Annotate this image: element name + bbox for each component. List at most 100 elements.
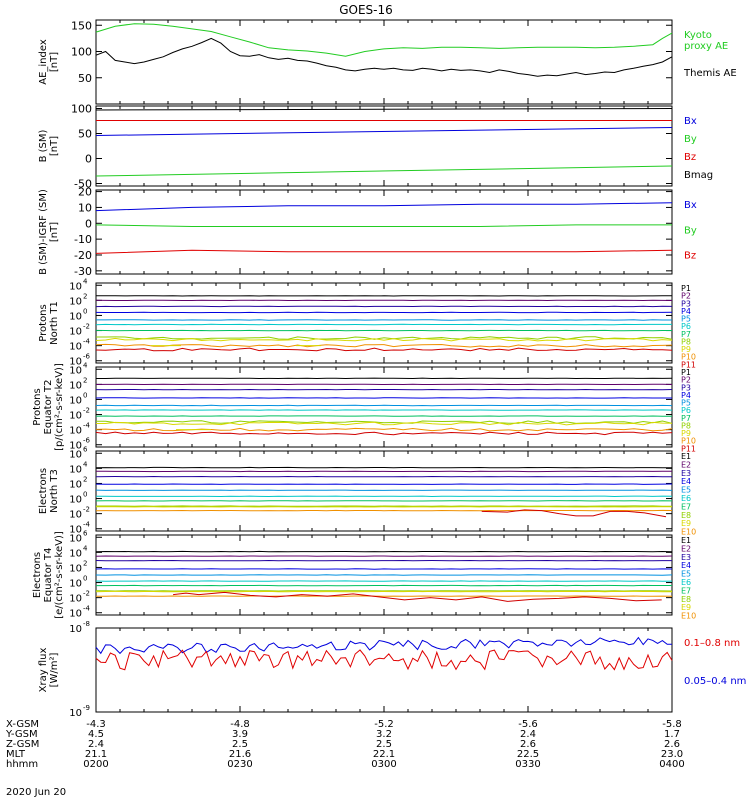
y-tick-label: 10 <box>69 441 82 452</box>
y-tick-exponent: 2 <box>83 559 87 567</box>
ephemeris-table: X-GSMY-GSMZ-GSMMLThhmm-4.34.52.421.10200… <box>5 719 685 770</box>
legend-p10: P10 <box>681 353 696 362</box>
y-tick-label: 10 <box>69 708 82 719</box>
y-axis-label-line: [nT] <box>49 136 60 156</box>
ephemeris-value: 2.4 <box>88 739 104 750</box>
y-tick-label: 10 <box>69 579 82 590</box>
legend-p6: P6 <box>681 406 691 415</box>
panel-3: -30 -20 -10 0 10 20 B (SM)-IGRF (SM)[nT] Bx By Bz <box>38 186 697 278</box>
y-tick-label: 10 <box>69 395 82 406</box>
y-tick-exponent: -4 <box>83 605 91 613</box>
ephemeris-value: 22.5 <box>517 749 539 760</box>
y-tick-exponent: -2 <box>83 407 90 415</box>
y-tick-exponent: -4 <box>83 422 91 430</box>
y-tick-label: 10 <box>69 426 82 437</box>
y-tick-label: 10 <box>69 380 82 391</box>
legend-item: Bmag <box>684 170 713 181</box>
ephemeris-value: -4.8 <box>230 719 250 730</box>
channel-line-e10 <box>173 591 662 602</box>
y-tick-exponent: 4 <box>83 544 88 552</box>
legend-p3: P3 <box>681 383 691 392</box>
y-tick-label: 100 <box>71 46 92 59</box>
y-tick-label: -10 <box>74 233 92 246</box>
panel-frame <box>95 366 673 448</box>
y-axis-label-line: Equator T4 <box>43 548 54 603</box>
legend-e5: E5 <box>681 570 691 579</box>
date-label: 2020 Jun 20 <box>6 787 66 798</box>
channel-line <box>96 421 673 426</box>
y-axis-label-line: B (SM)-IGRF (SM) <box>38 189 49 275</box>
y-tick-label: 10 <box>69 594 82 605</box>
legend-e7: E7 <box>681 586 691 595</box>
legend-p5: P5 <box>681 399 691 408</box>
ephemeris-value: 21.1 <box>85 749 107 760</box>
ephemeris-value: 0330 <box>515 759 540 770</box>
ephemeris-row-label: X-GSM <box>6 719 39 730</box>
y-tick-label: 150 <box>71 19 92 32</box>
y-axis-label-line: [nT] <box>49 52 60 72</box>
legend-e1: E1 <box>681 536 691 545</box>
legend-p5: P5 <box>681 315 691 324</box>
y-axis-label-line: [W/m²] <box>49 652 60 687</box>
panel-2: -50 0 50 100 B (SM)[nT] Bx By Bz Bmag <box>38 103 713 191</box>
y-tick-exponent: -2 <box>83 323 90 331</box>
y-tick-label: 10 <box>69 495 82 506</box>
y-axis-label: B (SM)-IGRF (SM)[nT] <box>38 189 60 275</box>
ephemeris-value: -5.2 <box>374 719 394 730</box>
ephemeris-value: 3.2 <box>376 729 392 740</box>
y-tick-label: 10 <box>69 609 82 620</box>
y-axis-label-line: Electrons <box>32 552 43 598</box>
legend-e9: E9 <box>681 519 691 528</box>
ephemeris-value: 2.4 <box>520 729 536 740</box>
legend-p11: P11 <box>681 444 696 453</box>
y-axis-label-line: Protons <box>32 388 43 425</box>
y-tick-exponent: 0 <box>83 307 87 315</box>
legend-item: Bx <box>684 116 697 127</box>
y-tick-label: 10 <box>69 365 82 376</box>
y-tick-label: 10 <box>69 533 82 544</box>
ephemeris-row-label: Z-GSM <box>6 739 39 750</box>
channel-line-e10 <box>481 509 667 518</box>
series-line <box>95 127 673 136</box>
legend-p2: P2 <box>681 376 691 385</box>
ephemeris-value: 0230 <box>227 759 252 770</box>
legend-p11: P11 <box>681 360 696 369</box>
y-tick-exponent: -4 <box>83 521 91 529</box>
legend-e5: E5 <box>681 486 691 495</box>
legend-item: Bx <box>684 200 697 211</box>
y-axis-label-line: North T1 <box>49 301 60 345</box>
legend-e3: E3 <box>681 469 691 478</box>
ephemeris-value: 22.1 <box>373 749 395 760</box>
y-tick-label: -50 <box>74 178 92 191</box>
legend-e8: E8 <box>681 595 691 604</box>
y-tick-label: 10 <box>69 464 82 475</box>
legend-e7: E7 <box>681 502 691 511</box>
y-tick-label: 10 <box>78 201 92 214</box>
ephemeris-value: -5.6 <box>518 719 538 730</box>
y-axis-label-line: B (SM) <box>38 129 49 162</box>
legend-p7: P7 <box>681 330 691 339</box>
y-tick-label: 10 <box>69 357 82 368</box>
legend-item: 0.05–0.4 nm <box>684 676 746 687</box>
y-tick-exponent: -6 <box>83 437 91 445</box>
ephemeris-value: -4.3 <box>86 719 106 730</box>
legend-p2: P2 <box>681 292 691 301</box>
legend-item: By <box>684 134 697 145</box>
y-tick-label: 0 <box>85 217 92 230</box>
y-tick-label: 10 <box>69 525 82 536</box>
y-axis-label: B (SM)[nT] <box>38 129 60 162</box>
y-axis-label: ElectronsEquator T4[e/(cm²-s-sr-keV)] <box>32 531 65 619</box>
legend-item: 0.1–0.8 nm <box>684 638 740 649</box>
channel-line <box>95 347 673 352</box>
y-tick-exponent: 0 <box>83 391 87 399</box>
xray-short-line <box>95 636 672 655</box>
chart-title: GOES-16 <box>339 3 393 17</box>
y-tick-exponent: 2 <box>83 475 87 483</box>
panel-frame <box>95 189 673 275</box>
legend-p4: P4 <box>681 307 691 316</box>
